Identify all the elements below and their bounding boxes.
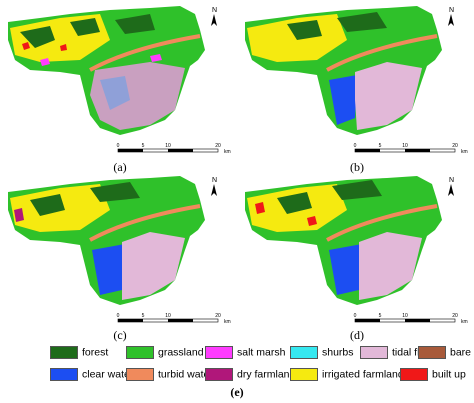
- map-region-tidal: [122, 232, 185, 300]
- legend-item-grassland: grassland: [126, 346, 204, 360]
- legend-swatch: [126, 346, 154, 359]
- map-region-tidal: [355, 62, 422, 130]
- map-region-river: [89, 34, 201, 72]
- panel-label-a: (a): [113, 160, 127, 174]
- legend-swatch: [205, 346, 233, 359]
- scale-tick-label: 0: [354, 143, 357, 149]
- legend-swatch: [50, 346, 78, 359]
- legend-swatch: [418, 346, 446, 359]
- scale-tick-label: 0: [354, 313, 357, 319]
- scale-tick-label: 20: [452, 143, 458, 149]
- north-arrow-icon: [211, 184, 217, 196]
- north-arrow-icon: [211, 14, 217, 26]
- legend-item-shurbs: shurbs: [290, 346, 354, 360]
- scale-tick-label: 20: [215, 143, 221, 149]
- scale-unit-label: km: [461, 319, 468, 325]
- scale-unit-label: km: [224, 149, 231, 155]
- map-region-builtup: [22, 42, 67, 51]
- map-panel-a: N 0 5 10 20 km (a): [0, 0, 237, 174]
- north-label: N: [449, 7, 454, 14]
- scale-tick-label: 5: [379, 313, 382, 319]
- north-arrow-icon: [448, 184, 454, 196]
- legend-swatch: [360, 346, 388, 359]
- legend-swatch: [400, 368, 428, 381]
- panel-label-c: (c): [113, 328, 127, 342]
- scale-tick-label: 10: [402, 143, 408, 149]
- north-label: N: [449, 177, 454, 184]
- legend-item-clear-water: clear water: [50, 368, 133, 382]
- legend-item-bare-soil-visible: bare soil: [418, 346, 474, 360]
- map-region-builtup: [255, 202, 317, 226]
- map-region-river: [326, 204, 438, 242]
- map-region-clear-water: [329, 244, 362, 295]
- legend-item-salt-marsh: salt marsh: [205, 346, 285, 360]
- map-region-tidal: [359, 232, 422, 300]
- map-region-forest: [30, 182, 140, 216]
- legend-swatch: [205, 368, 233, 381]
- legend-swatch: [290, 368, 318, 381]
- legend-swatch: [290, 346, 318, 359]
- legend-item-turbid-water: turbid water: [126, 368, 213, 382]
- scale-tick-label: 10: [165, 143, 171, 149]
- map-region-tidal: [90, 62, 185, 130]
- map-panel-d: N 0 5 10 20 km (d): [237, 170, 474, 342]
- scale-tick-label: 0: [117, 313, 120, 319]
- legend: forest grassland salt marsh shurbs tidal…: [0, 342, 474, 392]
- map-region-forest: [20, 14, 155, 48]
- scale-tick-label: 5: [142, 143, 145, 149]
- map-region-river: [326, 34, 438, 72]
- panel-label-b: (b): [350, 160, 364, 174]
- map-region-forest: [287, 12, 387, 40]
- north-label: N: [212, 7, 217, 14]
- scale-tick-label: 20: [452, 313, 458, 319]
- scale-tick-label: 5: [379, 143, 382, 149]
- map-panel-b: N 0 5 10 20 km (b): [237, 0, 474, 174]
- scale-tick-label: 10: [402, 313, 408, 319]
- scale-tick-label: 5: [142, 313, 145, 319]
- legend-swatch: [50, 368, 78, 381]
- panel-label-d: (d): [350, 328, 364, 342]
- map-region-clear-water: [100, 76, 130, 110]
- scale-tick-label: 10: [165, 313, 171, 319]
- north-arrow-icon: [448, 14, 454, 26]
- scale-tick-label: 20: [215, 313, 221, 319]
- legend-item-forest: forest: [50, 346, 108, 360]
- legend-item-irrigated-farmland: irrigated farmland: [290, 368, 404, 382]
- map-region-clear-water: [92, 244, 125, 295]
- map-region-river: [89, 204, 201, 242]
- legend-item-built-up: built up: [400, 368, 466, 382]
- legend-swatch: [126, 368, 154, 381]
- figure-label: (e): [230, 385, 244, 399]
- map-region-clear-water: [329, 75, 357, 125]
- map-panel-c: N 0 5 10 20 km (c): [0, 170, 237, 342]
- scale-tick-label: 0: [117, 143, 120, 149]
- scale-unit-label: km: [461, 149, 468, 155]
- scale-unit-label: km: [224, 319, 231, 325]
- map-region-dry-farmland: [14, 208, 24, 222]
- map-region-forest: [277, 180, 382, 214]
- north-label: N: [212, 177, 217, 184]
- legend-item-dry-farmland: dry farmland: [205, 368, 295, 382]
